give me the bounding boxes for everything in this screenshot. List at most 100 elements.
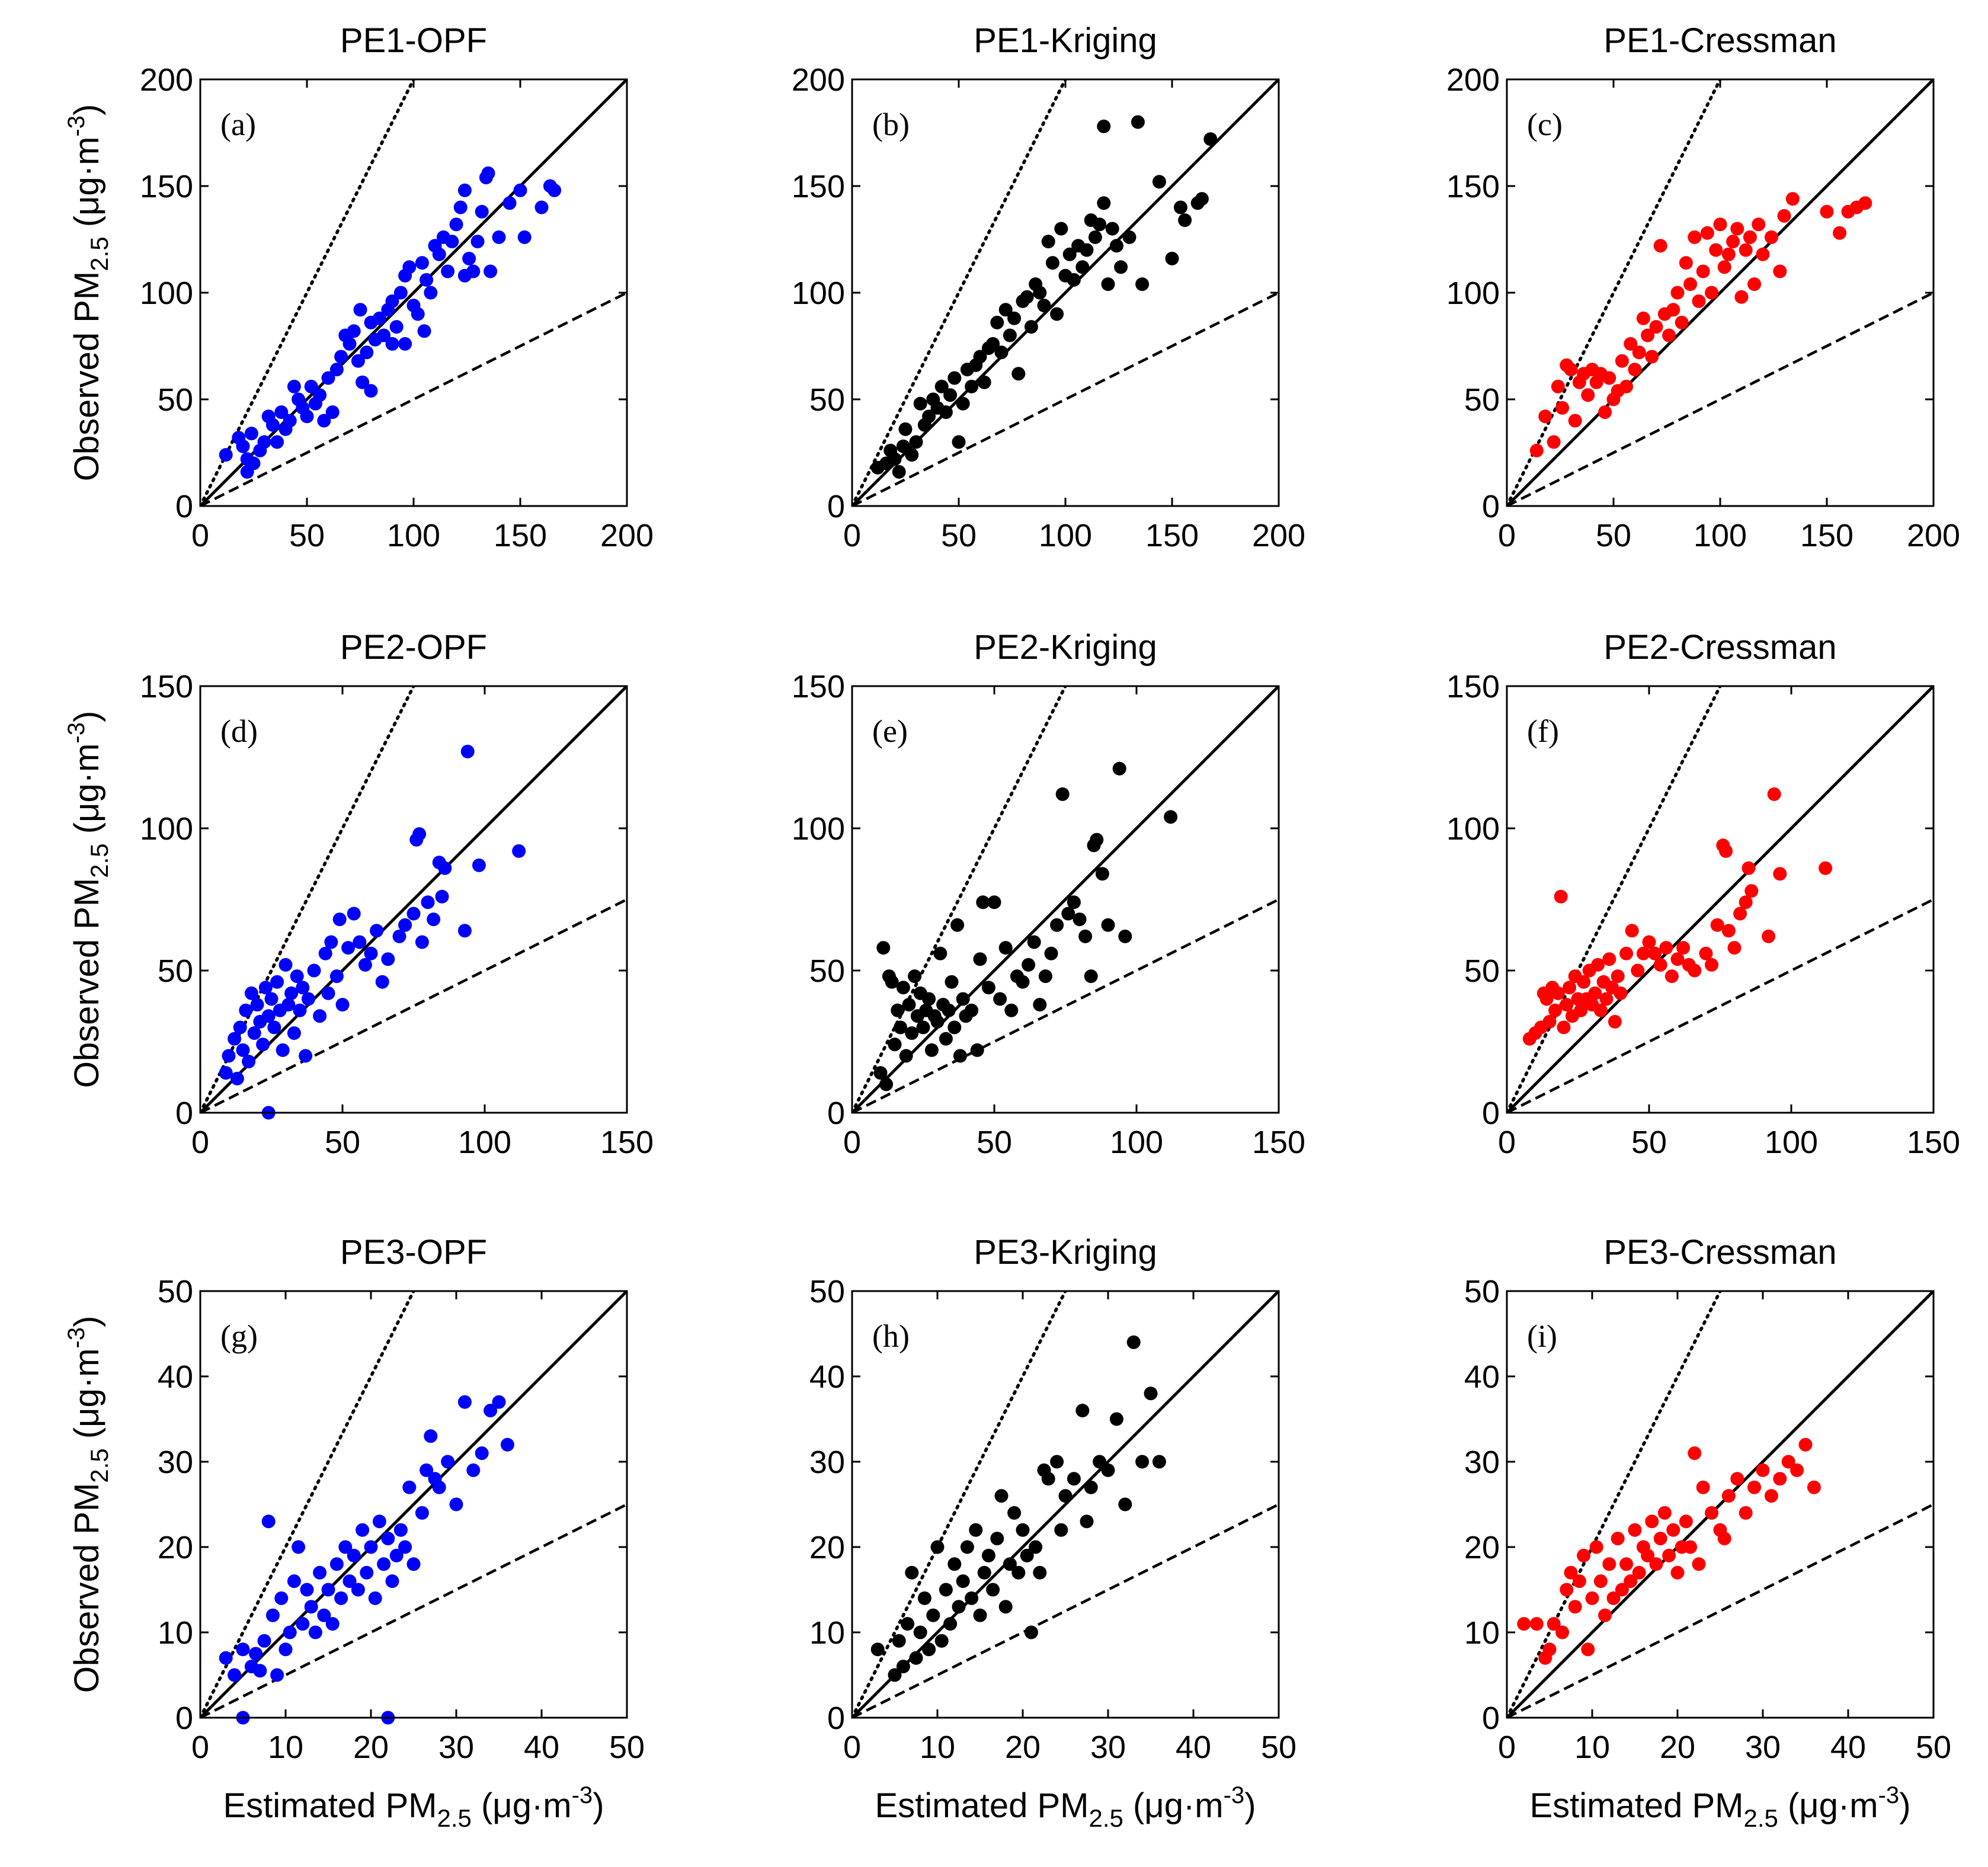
data-point <box>287 1574 301 1589</box>
data-point <box>1003 1557 1017 1571</box>
data-point <box>1585 1591 1599 1605</box>
data-point <box>945 975 959 989</box>
data-point <box>1641 328 1655 342</box>
data-point <box>432 1480 446 1494</box>
data-point <box>1037 299 1051 313</box>
y-tick-label: 0 <box>1482 489 1500 524</box>
data-point <box>385 1574 399 1589</box>
data-point <box>896 981 910 995</box>
data-point <box>342 337 357 351</box>
plot-frame <box>199 685 628 1114</box>
data-point <box>1785 192 1800 206</box>
data-point <box>293 1003 307 1017</box>
data-point <box>1195 192 1209 206</box>
y-tick-label: 150 <box>1446 669 1500 704</box>
panel-letter: (h) <box>872 1318 910 1354</box>
data-point <box>1109 1412 1123 1426</box>
data-point <box>1705 957 1719 972</box>
ref-line-dotted <box>852 686 1067 1113</box>
data-point <box>321 1583 335 1597</box>
data-point <box>943 1617 958 1631</box>
data-point <box>329 363 344 377</box>
data-point <box>1560 998 1574 1012</box>
panel-title: PE3-Kriging <box>974 1233 1157 1272</box>
data-point <box>372 1514 386 1529</box>
data-point <box>300 1583 314 1597</box>
data-point <box>534 200 549 214</box>
data-point <box>304 379 318 393</box>
data-point <box>1739 1506 1753 1520</box>
data-point <box>1705 1506 1719 1520</box>
y-tick-label: 10 <box>809 1615 845 1651</box>
y-tick-label: 40 <box>1464 1359 1500 1395</box>
ref-line-dotted <box>1507 1291 1722 1718</box>
data-point <box>1699 946 1713 960</box>
data-point <box>257 1634 271 1648</box>
data-point <box>1624 1574 1638 1589</box>
data-point <box>1164 810 1178 824</box>
data-point <box>1688 1446 1702 1461</box>
data-point <box>325 1617 340 1631</box>
ref-line-dashed <box>852 898 1279 1113</box>
data-point <box>977 1565 991 1580</box>
data-point <box>304 1600 318 1614</box>
data-point <box>976 895 990 910</box>
data-point <box>1067 1472 1081 1486</box>
data-point <box>1007 311 1022 325</box>
data-point <box>1636 311 1650 325</box>
data-points <box>219 744 526 1120</box>
data-point <box>1041 1472 1055 1486</box>
data-point <box>1696 1480 1710 1494</box>
y-axis-title: Observed PM2.5 (μg·m-3) <box>63 104 113 482</box>
x-tick-label: 30 <box>1090 1730 1126 1765</box>
y-tick-label: 150 <box>1446 169 1500 204</box>
data-point <box>1574 1003 1588 1017</box>
data-point <box>1075 1404 1090 1418</box>
data-point <box>1101 918 1115 932</box>
data-point <box>389 320 404 334</box>
y-tick-label: 50 <box>809 382 845 418</box>
ref-line-solid <box>852 79 1279 506</box>
data-point <box>1568 414 1582 428</box>
data-point <box>313 1009 327 1023</box>
data-point <box>1653 239 1667 253</box>
data-point <box>1696 264 1710 278</box>
data-point <box>870 1642 885 1657</box>
data-point <box>1555 401 1570 415</box>
data-point <box>1557 1020 1571 1035</box>
data-point <box>1670 1565 1685 1580</box>
data-point <box>274 405 289 419</box>
panel-letter: (d) <box>220 713 258 749</box>
data-point <box>351 354 365 368</box>
data-point <box>517 230 532 244</box>
y-tick-label: 10 <box>1464 1615 1500 1651</box>
data-point <box>276 1043 290 1057</box>
data-point <box>1555 1625 1570 1639</box>
data-point <box>1011 367 1026 381</box>
data-point <box>879 1077 894 1091</box>
data-point <box>1118 1497 1132 1511</box>
data-point <box>441 264 455 278</box>
y-tick-label: 0 <box>175 489 193 524</box>
x-tick-label: 150 <box>1145 518 1199 553</box>
data-point <box>908 969 922 984</box>
panel-title: PE1-Cressman <box>1603 21 1836 60</box>
data-point <box>916 1020 930 1035</box>
data-point <box>1548 1003 1563 1017</box>
data-point <box>415 935 429 949</box>
data-point <box>934 1634 949 1648</box>
data-point <box>393 286 408 300</box>
data-point <box>1642 935 1656 949</box>
y-tick-label: 20 <box>809 1530 845 1565</box>
data-point <box>484 1404 498 1418</box>
data-point <box>1593 1574 1608 1589</box>
x-axis-title: Estimated PM2.5 (μg·m-3) <box>1529 1782 1910 1832</box>
data-point <box>1700 226 1714 240</box>
data-point <box>500 1437 514 1452</box>
data-point <box>239 1003 253 1017</box>
data-point <box>939 1032 953 1046</box>
data-point <box>406 907 421 921</box>
data-point <box>1038 969 1052 984</box>
ref-line-dotted <box>200 79 415 506</box>
data-point <box>1659 941 1673 955</box>
